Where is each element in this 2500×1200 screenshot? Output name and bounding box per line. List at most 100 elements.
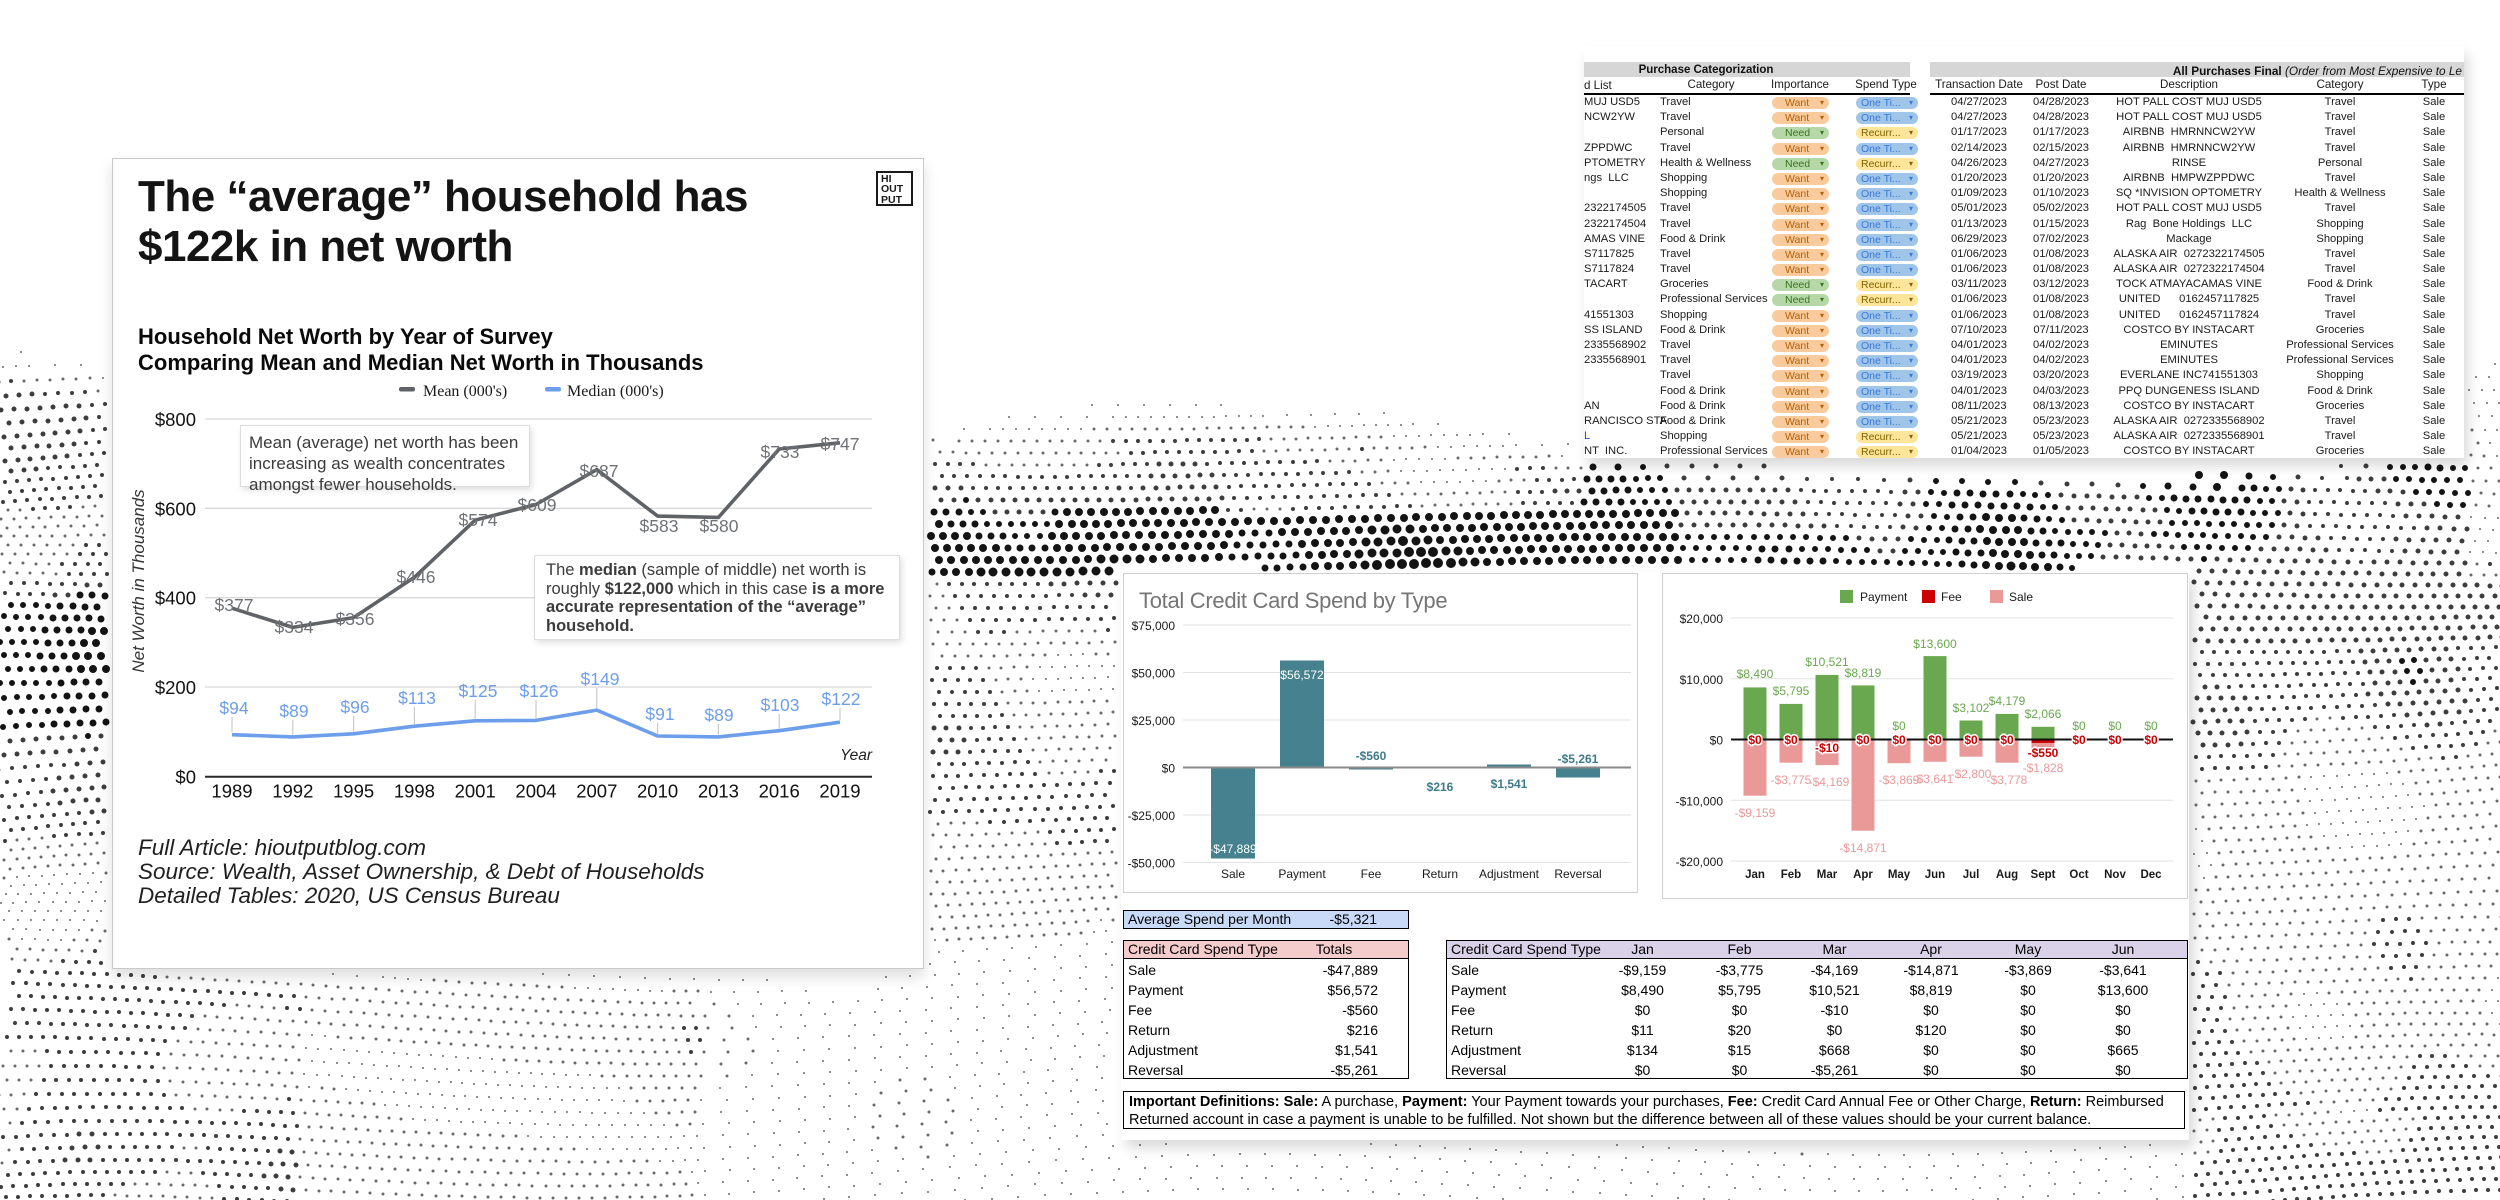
svg-text:1995: 1995 (333, 781, 374, 802)
svg-text:Sale: Sale (1221, 867, 1245, 881)
svg-text:$0: $0 (1892, 719, 1906, 733)
svg-text:$94: $94 (219, 698, 248, 718)
svg-text:$10,521: $10,521 (1805, 655, 1849, 669)
svg-text:-$3,775: -$3,775 (1771, 773, 1812, 787)
svg-text:$0: $0 (2108, 719, 2122, 733)
svg-text:$747: $747 (821, 434, 860, 454)
svg-text:-$5,261: -$5,261 (1558, 752, 1599, 766)
svg-text:$103: $103 (761, 695, 800, 715)
svg-text:$0: $0 (175, 767, 196, 788)
svg-text:Jun: Jun (1925, 869, 1945, 881)
svg-text:$20,000: $20,000 (1680, 612, 1724, 626)
svg-text:$10,000: $10,000 (1680, 673, 1724, 687)
svg-text:Year: Year (840, 747, 873, 764)
svg-text:-$25,000: -$25,000 (1128, 809, 1176, 823)
svg-text:Return: Return (1422, 867, 1458, 881)
svg-text:Median (000's): Median (000's) (567, 383, 664, 400)
svg-text:$356: $356 (336, 609, 375, 629)
svg-text:$0: $0 (2144, 733, 2158, 747)
svg-text:Fee: Fee (1941, 590, 1962, 604)
svg-text:Oct: Oct (2069, 869, 2088, 881)
svg-text:2013: 2013 (698, 781, 739, 802)
svg-text:-$550: -$550 (2028, 746, 2059, 760)
svg-text:$0: $0 (1162, 762, 1176, 776)
svg-text:-$47,889: -$47,889 (1209, 842, 1257, 856)
svg-text:$8,490: $8,490 (1737, 667, 1774, 681)
svg-text:$216: $216 (1427, 780, 1454, 794)
svg-text:-$3,869: -$3,869 (1879, 773, 1920, 787)
svg-text:Jul: Jul (1963, 869, 1980, 881)
svg-text:$0: $0 (2108, 733, 2122, 747)
svg-text:$687: $687 (580, 461, 619, 481)
svg-text:$0: $0 (1964, 733, 1978, 747)
svg-text:$5,795: $5,795 (1773, 684, 1810, 698)
svg-text:$2,066: $2,066 (2025, 707, 2062, 721)
svg-text:Dec: Dec (2140, 869, 2162, 881)
svg-text:$400: $400 (155, 588, 196, 609)
svg-text:Nov: Nov (2104, 869, 2126, 881)
svg-text:$13,600: $13,600 (1913, 637, 1957, 651)
svg-text:-$3,778: -$3,778 (1987, 773, 2028, 787)
svg-text:$89: $89 (279, 701, 308, 721)
svg-text:$580: $580 (700, 516, 739, 536)
svg-text:-$1,828: -$1,828 (2023, 761, 2064, 775)
svg-text:Net Worth in Thousands: Net Worth in Thousands (129, 489, 148, 673)
svg-text:Reversal: Reversal (1554, 867, 1601, 881)
svg-text:Adjustment: Adjustment (1479, 867, 1540, 881)
svg-text:$733: $733 (761, 442, 800, 462)
svg-text:$122: $122 (822, 689, 861, 709)
svg-text:$149: $149 (581, 669, 620, 689)
svg-text:Aug: Aug (1996, 869, 2018, 881)
svg-text:-$2,800: -$2,800 (1951, 767, 1992, 781)
svg-text:$0: $0 (1892, 733, 1906, 747)
svg-text:$0: $0 (1856, 733, 1870, 747)
svg-text:2004: 2004 (515, 781, 556, 802)
svg-text:$8,819: $8,819 (1845, 666, 1882, 680)
svg-text:$574: $574 (459, 510, 498, 530)
svg-text:$125: $125 (459, 681, 498, 701)
svg-text:$0: $0 (1784, 733, 1798, 747)
svg-text:Jan: Jan (1745, 869, 1765, 881)
svg-text:$3,102: $3,102 (1953, 701, 1990, 715)
svg-text:1998: 1998 (394, 781, 435, 802)
svg-text:-$10,000: -$10,000 (1676, 794, 1724, 808)
svg-text:2001: 2001 (455, 781, 496, 802)
svg-text:2007: 2007 (576, 781, 617, 802)
svg-text:2016: 2016 (759, 781, 800, 802)
svg-text:$0: $0 (2144, 719, 2158, 733)
svg-text:$0: $0 (2072, 733, 2086, 747)
svg-text:$91: $91 (645, 704, 674, 724)
svg-text:$0: $0 (2000, 733, 2014, 747)
svg-text:$377: $377 (215, 595, 254, 615)
svg-text:Mar: Mar (1817, 869, 1838, 881)
svg-text:$0: $0 (2072, 719, 2086, 733)
svg-text:Mean (000's): Mean (000's) (423, 383, 507, 400)
svg-text:Fee: Fee (1361, 867, 1382, 881)
svg-text:-$20,000: -$20,000 (1676, 855, 1724, 869)
svg-text:-$14,871: -$14,871 (1839, 841, 1887, 855)
svg-text:$0: $0 (1710, 734, 1724, 748)
svg-text:$583: $583 (640, 516, 679, 536)
svg-text:$75,000: $75,000 (1132, 619, 1176, 633)
svg-text:$89: $89 (704, 705, 733, 725)
svg-text:2019: 2019 (819, 781, 860, 802)
svg-text:$4,179: $4,179 (1989, 694, 2026, 708)
svg-text:Sale: Sale (2009, 590, 2033, 604)
svg-text:$609: $609 (518, 495, 557, 515)
svg-text:-$9,159: -$9,159 (1735, 806, 1776, 820)
svg-text:-$50,000: -$50,000 (1128, 857, 1176, 871)
svg-text:1992: 1992 (272, 781, 313, 802)
svg-text:May: May (1888, 869, 1911, 881)
svg-text:$113: $113 (398, 688, 436, 708)
svg-text:$96: $96 (340, 697, 369, 717)
svg-text:$446: $446 (397, 567, 436, 587)
svg-text:$1,541: $1,541 (1491, 777, 1528, 791)
svg-text:$25,000: $25,000 (1132, 714, 1176, 728)
svg-text:Total Credit Card Spend by Typ: Total Credit Card Spend by Type (1139, 588, 1447, 613)
svg-text:-$4,169: -$4,169 (1809, 775, 1850, 789)
svg-text:-$10: -$10 (1815, 741, 1839, 755)
svg-text:2010: 2010 (637, 781, 678, 802)
svg-text:-$560: -$560 (1356, 749, 1387, 763)
svg-text:$0: $0 (1928, 733, 1942, 747)
svg-text:$600: $600 (155, 498, 196, 519)
